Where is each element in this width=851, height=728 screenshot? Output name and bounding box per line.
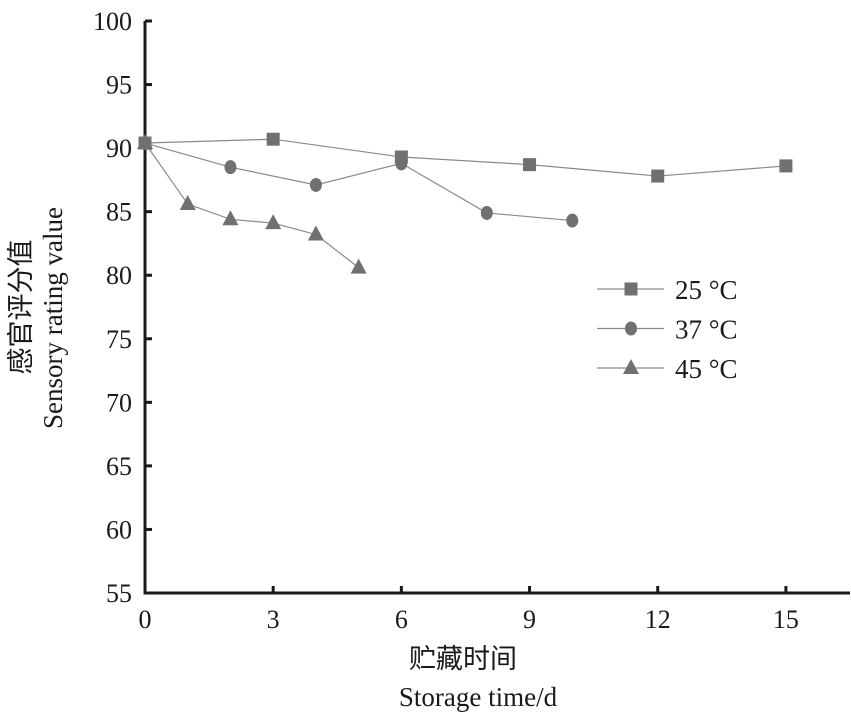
square-marker [779,159,793,173]
x-tick-label: 3 [267,605,280,634]
circle-marker [309,177,322,192]
series-line [144,142,573,222]
y-tick-label: 100 [93,7,132,36]
circle-marker [395,156,408,171]
triangle-marker [179,195,196,211]
triangle-marker [265,214,282,230]
series-line [144,142,360,269]
y-axis-label: Sensory rating value [38,207,68,429]
x-axis-label: Storage time/d [399,682,558,712]
circle-marker [224,160,237,175]
y-axis-label-cn: 感官评分值 [6,240,36,375]
y-tick-label: 65 [106,452,132,481]
triangle-marker [623,359,639,374]
circle-marker [480,205,493,220]
y-tick-label: 70 [106,388,132,417]
series-25c [138,132,793,183]
series-37c [139,136,579,228]
triangle-marker [350,258,367,274]
series-45c [137,134,367,274]
circle-marker [566,213,579,228]
square-marker [266,132,280,146]
x-tick-label: 9 [523,605,536,634]
square-marker [523,158,537,172]
circle-marker [625,321,637,336]
legend-item: 37 °C [597,315,738,345]
x-tick-label: 6 [395,605,408,634]
square-marker [624,282,638,296]
legend-item: 25 °C [597,275,738,305]
y-tick-label: 85 [106,198,132,227]
x-tick-label: 12 [645,605,671,634]
y-tick-label: 75 [106,325,132,354]
y-tick-label: 90 [106,134,132,163]
series-line [144,138,786,177]
square-marker [651,169,665,183]
legend-label: 37 °C [675,315,738,345]
legend-label: 25 °C [675,275,738,305]
y-tick-label: 60 [106,515,132,544]
triangle-marker [137,134,153,150]
y-tick-label: 95 [106,71,132,100]
y-tick-label: 80 [106,261,132,290]
x-tick-label: 15 [773,605,799,634]
triangle-marker [222,210,239,226]
triangle-marker [307,225,324,241]
legend-label: 45 °C [675,354,738,384]
x-axis-label-cn: 贮藏时间 [409,644,517,674]
x-tick-label: 0 [139,605,152,634]
y-tick-label: 55 [106,579,132,608]
legend-item: 45 °C [597,354,738,384]
